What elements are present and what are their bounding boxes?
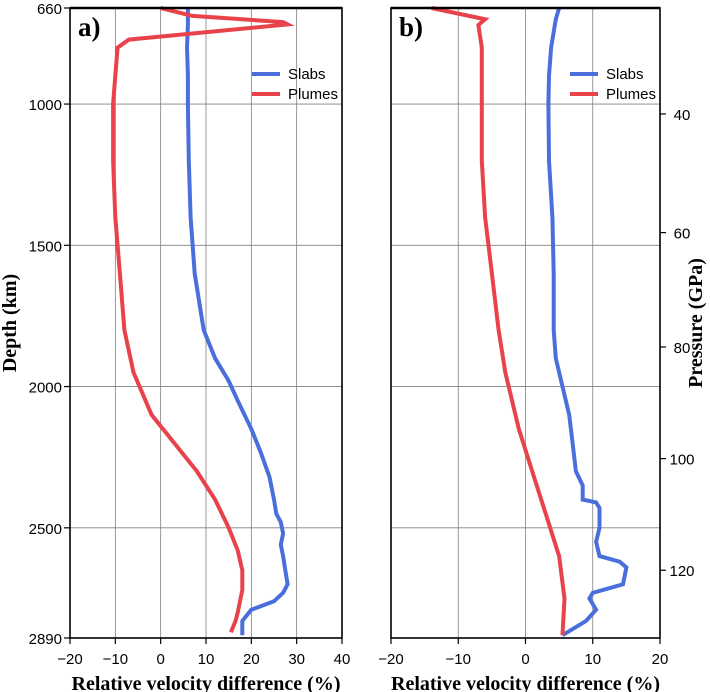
series-line-plumes: [430, 6, 567, 636]
y-tick-label: 60: [674, 226, 691, 243]
x-tick-label: −10: [446, 651, 471, 668]
y-tick-label: 120: [669, 563, 694, 580]
y-tick-label: 1500: [29, 238, 62, 255]
y-tick-label: 2500: [29, 521, 62, 538]
y-axis-title: Pressure (GPa): [685, 258, 707, 388]
panel-label: a): [78, 12, 101, 42]
y-tick-label: 40: [674, 107, 691, 124]
x-tick-label: 10: [198, 651, 215, 668]
x-tick-label: −10: [103, 651, 128, 668]
series-line-slabs: [184, 8, 290, 636]
x-tick-label: −20: [57, 651, 82, 668]
y-tick-label: 2890: [29, 631, 62, 648]
series-line-plumes: [111, 6, 295, 634]
x-tick-label: 0: [156, 651, 164, 668]
x-tick-label: 20: [652, 651, 669, 668]
x-tick-label: 40: [334, 651, 351, 668]
panel-b: −20 −10 0 10 20 Relative velocity difference …: [378, 6, 707, 692]
series-line-slabs: [546, 7, 629, 637]
y-tick-label: 1000: [29, 97, 62, 114]
y-axis-title: Depth (km): [0, 274, 21, 372]
x-axis-title: Relative velocity difference (%): [72, 673, 341, 692]
x-tick-label: −20: [378, 651, 403, 668]
panel-label: b): [399, 12, 423, 42]
legend-label-plumes: Plumes: [288, 86, 338, 103]
y-tick-label: 100: [669, 452, 694, 469]
legend-label-plumes: Plumes: [606, 86, 656, 103]
panel-a: −20 −10 0 10 20 30 40 Relative velocity differe…: [0, 1, 350, 692]
x-tick-label: 10: [584, 651, 601, 668]
y-tick-label: 660: [37, 1, 62, 18]
legend-label-slabs: Slabs: [288, 66, 326, 83]
y-tick-label: 2000: [29, 380, 62, 397]
x-tick-label: 30: [288, 651, 305, 668]
x-tick-label: 20: [243, 651, 260, 668]
y-tick-label: 80: [674, 340, 691, 357]
legend-label-slabs: Slabs: [606, 66, 644, 83]
x-axis-title: Relative velocity difference (%): [391, 673, 660, 692]
x-tick-label: 0: [521, 651, 529, 668]
